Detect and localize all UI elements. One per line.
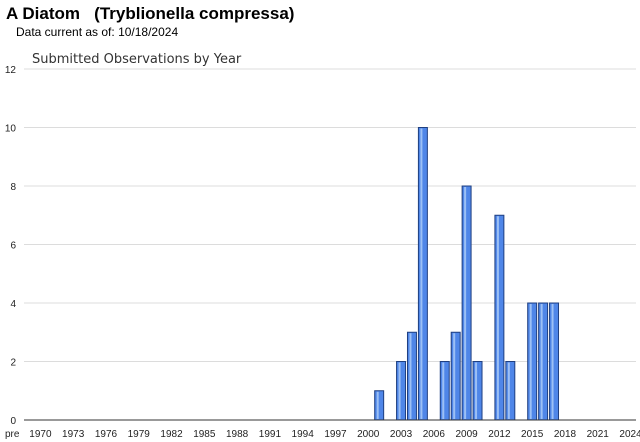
bar-2013: [505, 361, 516, 421]
x-tick-label: 2021: [587, 429, 610, 440]
x-tick-label: 1994: [292, 429, 315, 440]
x-tick-label: 1997: [324, 429, 347, 440]
bar-highlight: [551, 304, 554, 419]
x-tick-label: pre: [5, 429, 20, 440]
bar-highlight: [507, 362, 510, 419]
x-tick-label: 1985: [193, 429, 216, 440]
bar-highlight: [464, 187, 467, 419]
bar-highlight: [442, 362, 445, 419]
bar-highlight: [540, 304, 543, 419]
x-tick-label: 1988: [226, 429, 249, 440]
chart-title: Submitted Observations by Year: [32, 52, 242, 67]
bar-highlight: [398, 362, 401, 419]
bar-2009: [461, 185, 472, 421]
grid-lines: [24, 68, 636, 362]
y-tick-label: 10: [5, 124, 17, 135]
bar-2007: [439, 361, 450, 421]
x-tick-label: 2015: [521, 429, 544, 440]
x-tick-label: 1973: [62, 429, 85, 440]
x-tick-label: 1982: [160, 429, 183, 440]
bar-2005: [417, 127, 428, 421]
bar-2012: [494, 214, 505, 421]
y-tick-label: 6: [10, 241, 16, 252]
bar-highlight: [496, 216, 499, 419]
bar-2001: [374, 390, 385, 421]
bar-2015: [527, 302, 538, 421]
data-current-label: Data current as of:: [16, 25, 115, 39]
y-tick-label: 12: [5, 65, 17, 76]
y-tick-label: 2: [10, 358, 16, 369]
bar-2008: [450, 331, 461, 421]
x-tick-label: 1991: [259, 429, 282, 440]
y-tick-label: 0: [10, 416, 16, 427]
bar-highlight: [529, 304, 532, 419]
page-title: A Diatom (Tryblionella compressa): [6, 4, 295, 23]
bar-highlight: [453, 333, 456, 419]
x-tick-label: 2003: [390, 429, 413, 440]
x-tick-label: 2006: [423, 429, 446, 440]
bar-2010: [472, 361, 483, 421]
x-tick-label: 2024: [619, 429, 640, 440]
bar-highlight: [475, 362, 478, 419]
y-axis-ticks: 0 2 4 6 8 10 12: [5, 65, 17, 427]
y-tick-label: 4: [10, 299, 16, 310]
x-tick-label: 2000: [357, 429, 380, 440]
data-current-date: 10/18/2024: [118, 25, 179, 39]
bars: [374, 127, 560, 421]
bar-highlight: [409, 333, 412, 419]
x-tick-label: 1979: [128, 429, 151, 440]
x-tick-label: 2012: [488, 429, 511, 440]
x-tick-label: 2009: [455, 429, 478, 440]
bar-2017: [549, 302, 560, 421]
bar-2003: [396, 361, 407, 421]
x-tick-label: 2018: [554, 429, 577, 440]
bar-highlight: [376, 391, 379, 419]
bar-2016: [538, 302, 549, 421]
x-tick-label: 1976: [95, 429, 118, 440]
x-tick-label: 1970: [29, 429, 52, 440]
y-tick-label: 8: [10, 182, 16, 193]
bar-highlight: [420, 128, 423, 419]
data-current-info: Data current as of: 10/18/2024: [16, 25, 178, 39]
x-axis-ticks: pre 1970 1973 1976 1979 1982 1985 1988 1991 1994 1…: [5, 429, 640, 440]
bar-2004: [406, 331, 417, 421]
